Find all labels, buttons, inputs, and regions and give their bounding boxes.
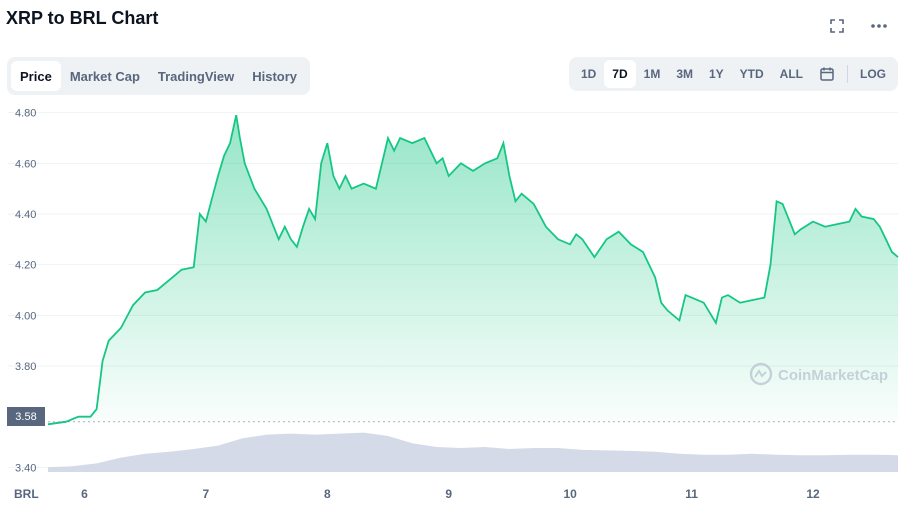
price-line [47, 115, 899, 426]
range-1y[interactable]: 1Y [708, 67, 724, 81]
tab-price[interactable]: Price [11, 61, 61, 91]
more-icon[interactable] [867, 14, 891, 38]
y-axis-ticks: 3.40 3.80 4.00 4.20 4.40 4.60 4.80 [15, 108, 36, 475]
x-tick-label: 7 [203, 487, 210, 501]
calendar-icon[interactable] [811, 60, 843, 88]
range-divider [847, 65, 848, 83]
tab-market-cap[interactable]: Market Cap [69, 68, 140, 84]
y-tick-label: 4.20 [15, 260, 36, 272]
x-tick-label: 6 [81, 487, 88, 501]
log-scale-toggle[interactable]: LOG [860, 67, 886, 81]
current-price-label: 3.58 [7, 407, 45, 426]
watermark-text: CoinMarketCap [778, 367, 888, 384]
tab-tradingview[interactable]: TradingView [157, 68, 235, 84]
header-actions [825, 14, 891, 38]
y-tick-label: 4.00 [15, 310, 36, 322]
price-area [48, 115, 898, 425]
x-axis-ticks: 6 7 8 9 10 11 12 [81, 487, 820, 501]
currency-axis-label: BRL [14, 487, 39, 501]
range-1d[interactable]: 1D [580, 67, 597, 81]
range-1m[interactable]: 1M [643, 67, 661, 81]
y-tick-label: 4.60 [15, 158, 36, 170]
watermark: CoinMarketCap [749, 362, 888, 386]
tab-history[interactable]: History [252, 68, 298, 84]
range-3m[interactable]: 3M [676, 67, 693, 81]
x-tick-label: 11 [685, 487, 698, 501]
x-tick-label: 12 [806, 487, 820, 501]
page-title: XRP to BRL Chart [6, 8, 159, 28]
fullscreen-icon[interactable] [825, 14, 849, 38]
y-tick-label: 3.80 [15, 361, 36, 373]
chart-type-tabs: Price Market Cap TradingView History [7, 57, 311, 95]
range-all[interactable]: ALL [779, 67, 803, 81]
y-tick-label: 3.40 [15, 462, 36, 474]
x-tick-label: 8 [324, 487, 331, 501]
range-7d[interactable]: 7D [604, 60, 636, 88]
volume-area [48, 432, 898, 472]
coinmarketcap-logo-icon [749, 362, 773, 386]
range-ytd[interactable]: YTD [739, 67, 764, 81]
x-tick-label: 9 [445, 487, 452, 501]
volume-bars [48, 432, 898, 472]
y-tick-label: 4.40 [15, 209, 36, 221]
y-tick-label: 4.80 [15, 108, 36, 120]
time-range-selector: 1D 7D 1M 3M 1Y YTD ALL LOG [568, 57, 898, 91]
x-tick-label: 10 [563, 487, 577, 501]
